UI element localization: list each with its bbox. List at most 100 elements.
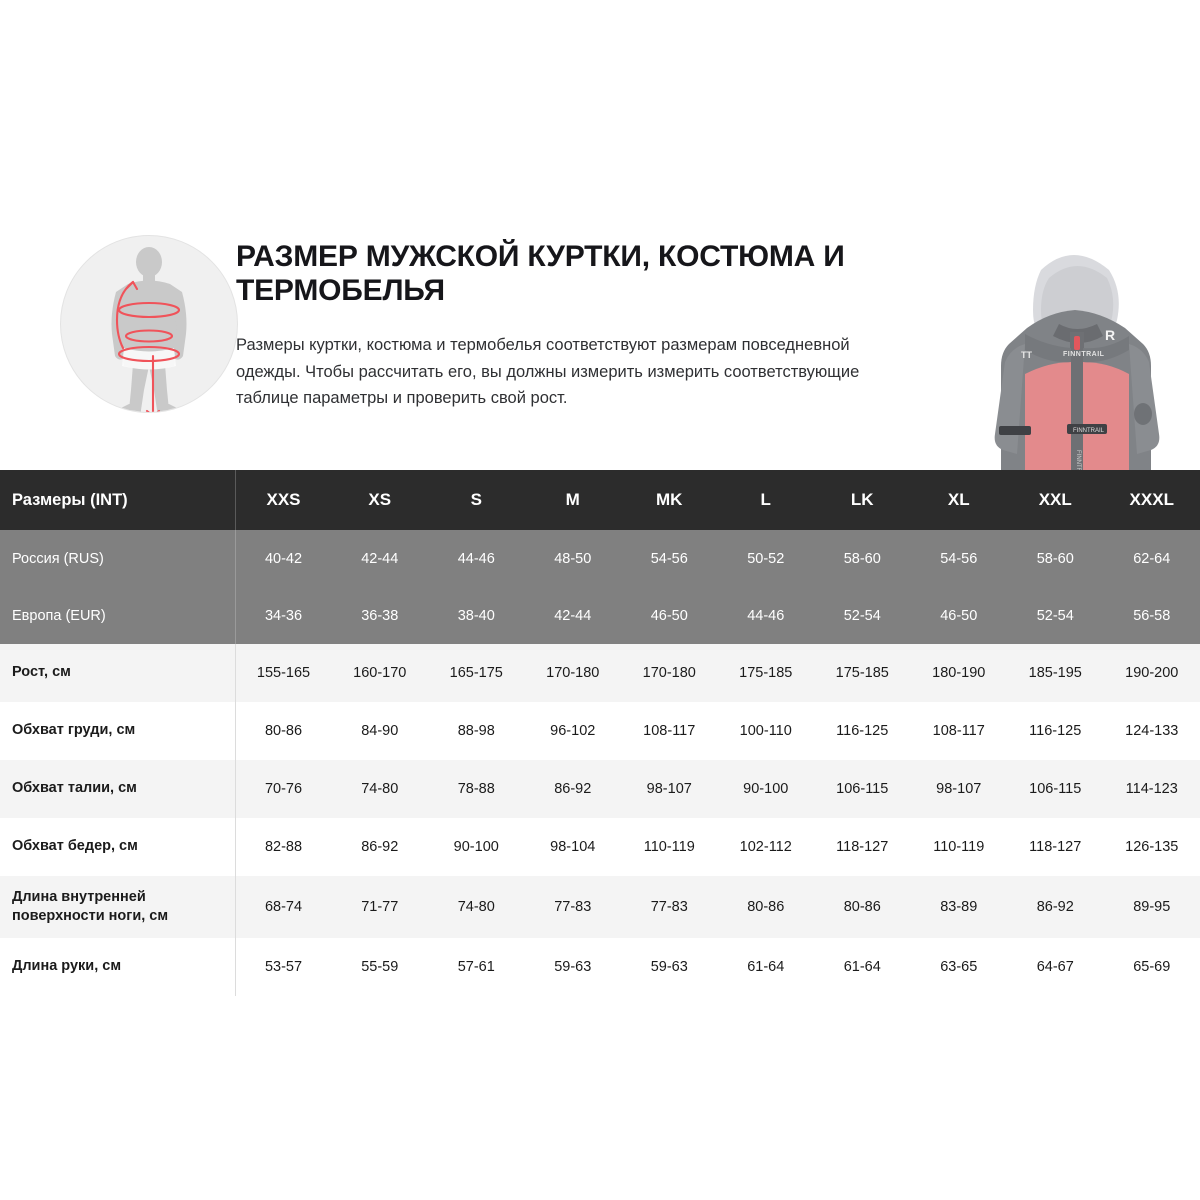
- header-size-l: L: [760, 490, 771, 509]
- table-row-waist: Обхват талии, см 70-76 74-80 78-88 86-92…: [0, 760, 1200, 818]
- table-measurements-body: Рост, см 155-165 160-170 165-175 170-180…: [0, 644, 1200, 996]
- cell: 175-185: [835, 665, 889, 681]
- cell: 36-38: [361, 607, 399, 624]
- cell: 77-83: [650, 899, 688, 915]
- cell: 84-90: [361, 723, 399, 739]
- row-label: Россия (RUS): [0, 530, 236, 587]
- cell: 108-117: [932, 723, 985, 739]
- cell: 98-104: [550, 839, 596, 855]
- cell: 59-63: [650, 959, 688, 975]
- svg-text:FINNTRAIL: FINNTRAIL: [1073, 428, 1105, 434]
- cell: 165-175: [449, 665, 503, 681]
- table-row-hips: Обхват бедер, см 82-88 86-92 90-100 98-1…: [0, 818, 1200, 876]
- table-row-rus: Россия (RUS) 40-42 42-44 44-46 48-50 54-…: [0, 530, 1200, 587]
- cell: 106-115: [1029, 781, 1082, 797]
- cell: 110-119: [933, 839, 985, 855]
- cell: 108-117: [643, 723, 696, 739]
- table-row-eur: Европа (EUR) 34-36 36-38 38-40 42-44 46-…: [0, 587, 1200, 644]
- cell: 86-92: [554, 781, 592, 797]
- cell: 106-115: [836, 781, 889, 797]
- cell: 46-50: [650, 607, 688, 624]
- header-size-xxs: XXS: [266, 490, 301, 509]
- cell: 68-74: [264, 899, 303, 915]
- cell: 48-50: [554, 550, 592, 567]
- cell: 80-86: [843, 899, 881, 915]
- svg-text:FINNTRAIL: FINNTRAIL: [1063, 351, 1105, 358]
- cell: 118-127: [836, 839, 889, 855]
- cell: 155-165: [256, 665, 311, 681]
- cell: 44-46: [457, 550, 495, 567]
- cell: 62-64: [1133, 550, 1171, 567]
- header-size-xxxl: XXXL: [1129, 490, 1174, 509]
- cell: 65-69: [1133, 959, 1171, 975]
- cell: 55-59: [361, 959, 399, 975]
- cell: 98-107: [936, 781, 982, 797]
- cell: 46-50: [940, 607, 978, 624]
- header-row: Размеры (INT) XXS XS S M MK L LK XL XXL …: [0, 470, 1200, 530]
- table-header: Размеры (INT) XXS XS S M MK L LK XL XXL …: [0, 470, 1200, 530]
- header-size-s: S: [470, 490, 482, 509]
- cell: 110-119: [643, 839, 695, 855]
- cell: 100-110: [739, 723, 792, 739]
- row-label: Длина руки, см: [0, 938, 236, 996]
- cell: 126-135: [1125, 839, 1179, 855]
- header-size-xl: XL: [947, 490, 970, 509]
- size-chart-table: Размеры (INT) XXS XS S M MK L LK XL XXL …: [0, 470, 1200, 996]
- cell: 88-98: [457, 723, 495, 739]
- cell: 175-185: [739, 665, 793, 681]
- table-row-height: Рост, см 155-165 160-170 165-175 170-180…: [0, 644, 1200, 702]
- cell: 98-107: [646, 781, 692, 797]
- svg-text:TT: TT: [1021, 350, 1032, 360]
- cell: 86-92: [361, 839, 399, 855]
- cell: 80-86: [264, 723, 303, 739]
- table-row-inseam: Длина внутренней поверхности ноги, см 68…: [0, 876, 1200, 938]
- cell: 70-76: [264, 781, 303, 797]
- page-title: РАЗМЕР МУЖСКОЙ КУРТКИ, КОСТЮМА И ТЕРМОБЕ…: [236, 240, 845, 307]
- cell: 71-77: [361, 899, 399, 915]
- cell: 124-133: [1125, 723, 1179, 739]
- table-row-arm-length: Длина руки, см 53-57 55-59 57-61 59-63 5…: [0, 938, 1200, 996]
- cell: 118-127: [1029, 839, 1082, 855]
- body-measurement-icon: [60, 235, 238, 413]
- cell: 170-180: [546, 665, 600, 681]
- cell: 83-89: [940, 899, 978, 915]
- header-size-mk: MK: [656, 490, 683, 509]
- cell: 190-200: [1125, 665, 1179, 681]
- hero-text-block: РАЗМЕР МУЖСКОЙ КУРТКИ, КОСТЮМА И ТЕРМОБЕ…: [236, 240, 926, 412]
- cell: 52-54: [1036, 607, 1074, 624]
- cell: 116-125: [836, 723, 889, 739]
- row-label: Рост, см: [0, 644, 236, 702]
- svg-text:R: R: [1105, 327, 1115, 343]
- cell: 170-180: [642, 665, 696, 681]
- cell: 180-190: [932, 665, 986, 681]
- cell: 44-46: [747, 607, 785, 624]
- cell: 58-60: [843, 550, 881, 567]
- header-size-m: M: [565, 490, 580, 509]
- cell: 80-86: [747, 899, 785, 915]
- table-international-body: Россия (RUS) 40-42 42-44 44-46 48-50 54-…: [0, 530, 1200, 644]
- header-size-xs: XS: [368, 490, 392, 509]
- cell: 34-36: [264, 607, 303, 624]
- row-label: Длина внутренней поверхности ноги, см: [0, 876, 236, 938]
- cell: 40-42: [264, 550, 303, 567]
- cell: 78-88: [457, 781, 495, 797]
- cell: 58-60: [1036, 550, 1074, 567]
- cell: 74-80: [361, 781, 399, 797]
- cell: 96-102: [550, 723, 596, 739]
- cell: 53-57: [264, 959, 303, 975]
- cell: 52-54: [843, 607, 881, 624]
- svg-text:FINNTRAIL: FINNTRAIL: [1075, 450, 1081, 470]
- cell: 185-195: [1028, 665, 1082, 681]
- cell: 160-170: [353, 665, 407, 681]
- cell: 54-56: [940, 550, 978, 567]
- mens-jacket-photo: R TT FINNTRAIL FINNTRAIL FINNTRAIL: [955, 232, 1200, 470]
- cell: 77-83: [554, 899, 592, 915]
- cell: 64-67: [1036, 959, 1074, 975]
- row-label: Обхват талии, см: [0, 760, 236, 818]
- cell: 61-64: [747, 959, 785, 975]
- cell: 59-63: [554, 959, 592, 975]
- cell: 102-112: [739, 839, 792, 855]
- cell: 57-61: [457, 959, 495, 975]
- cell: 114-123: [1125, 781, 1178, 797]
- cell: 42-44: [554, 607, 592, 624]
